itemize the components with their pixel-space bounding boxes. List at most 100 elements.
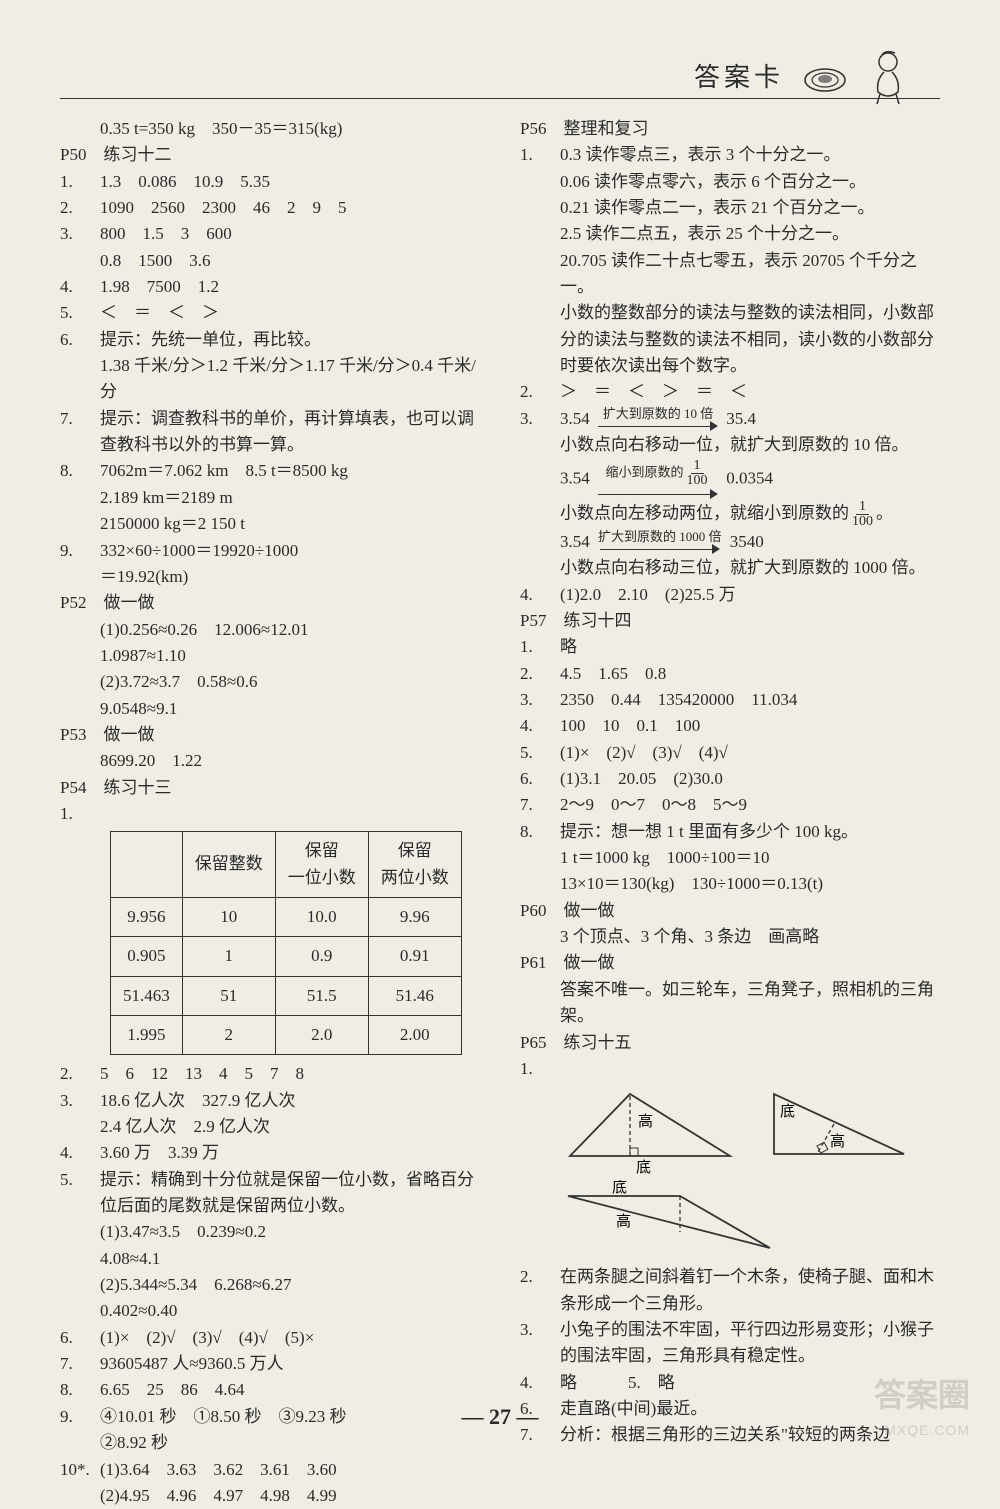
item-number: 3.	[520, 406, 560, 433]
triangle-3-icon: 底 高	[560, 1180, 780, 1260]
item-number: 8.	[60, 458, 100, 484]
answer: 100 10 0.1 100	[560, 713, 700, 739]
table-cell: 2.0	[275, 1016, 368, 1055]
answer: 1.3 0.086 10.9 5.35	[100, 169, 270, 195]
table-row: 9.956 10 10.0 9.96	[111, 897, 462, 936]
table-cell: 0.9	[275, 937, 368, 976]
answer: (2)5.344≈5.34 6.268≈6.27	[60, 1272, 480, 1298]
stamp-icon	[802, 62, 848, 94]
item-number: 4.	[60, 1140, 100, 1166]
right-column: P56 整理和复习 1.0.3 读作零点三，表示 3 个十分之一。 0.06 读…	[520, 116, 940, 1392]
section-heading: P53 做一做	[60, 722, 480, 748]
table-header: 保留一位小数	[275, 832, 368, 898]
rounding-table: 保留整数 保留一位小数 保留两位小数 9.956 10 10.0 9.96 0.…	[110, 831, 462, 1055]
answer: 2.4 亿人次 2.9 亿人次	[60, 1114, 480, 1140]
answer: ＝19.92(km)	[60, 564, 480, 590]
item-number	[60, 1483, 100, 1509]
table-cell: 51.463	[111, 976, 183, 1015]
arrow-expression: 3.54 缩小到原数的1100 0.0354	[520, 459, 940, 500]
answer: 1.0987≈1.10	[60, 643, 480, 669]
item-number: 6.	[60, 327, 100, 353]
answer: 小数点向右移动一位，就扩大到原数的 10 倍。	[520, 432, 940, 458]
section-heading: P57 练习十四	[520, 608, 940, 634]
section-heading: P65 练习十五	[520, 1030, 940, 1056]
triangle-2-icon: 底 高	[764, 1086, 914, 1176]
section-heading: P54 练习十三	[60, 775, 480, 801]
watermark-text: 答案圈	[874, 1371, 970, 1421]
answer: 1 t＝1000 kg 1000÷100＝10	[520, 845, 940, 871]
answer: 0.21 读作零点二一，表示 21 个百分之一。	[520, 195, 940, 221]
page-title: 答案卡	[694, 58, 784, 98]
svg-text:底: 底	[780, 1103, 795, 1120]
svg-text:高: 高	[638, 1113, 653, 1130]
answer: 答案不唯一。如三轮车，三角凳子，照相机的三角架。	[520, 977, 940, 1030]
answer: 20.705 读作二十点七零五，表示 20705 个千分之一。	[520, 248, 940, 301]
item-number: 9.	[60, 538, 100, 564]
item-number: 7.	[520, 792, 560, 818]
arrow-expression: 3.54 扩大到原数的 10 倍 35.4	[560, 406, 756, 433]
header-rule	[60, 98, 940, 99]
answer: 提示：先统一单位，再比较。	[100, 327, 321, 353]
watermark: 答案圈 MXQE.COM	[874, 1371, 970, 1442]
item-number: 8.	[520, 819, 560, 845]
text-line: 0.35 t=350 kg 350－35＝315(kg)	[60, 116, 480, 142]
item-number: 5.	[60, 300, 100, 326]
section-heading: P61 做一做	[520, 950, 940, 976]
item-number: 5.	[520, 740, 560, 766]
item-number: 3.	[60, 1088, 100, 1114]
answer: 0.06 读作零点零六，表示 6 个百分之一。	[520, 169, 940, 195]
answer: (2)3.72≈3.7 0.58≈0.6	[60, 669, 480, 695]
answer: 3 个顶点、3 个角、3 条边 画高略	[520, 924, 940, 950]
item-number: 7.	[60, 1351, 100, 1377]
item-number: 3.	[520, 687, 560, 713]
triangle-diagrams: 底 高	[520, 1180, 940, 1260]
answer: 在两条腿之间斜着钉一个木条，使椅子腿、面和木条形成一个三角形。	[560, 1264, 940, 1317]
answer: ②8.92 秒	[60, 1430, 480, 1456]
item-number: 4.	[520, 582, 560, 608]
item-number: 1.	[60, 169, 100, 195]
answer: 3.60 万 3.39 万	[100, 1140, 219, 1166]
answer: 4.08≈4.1	[60, 1246, 480, 1272]
item-number: 4.	[60, 274, 100, 300]
answer: ＞ ＝ ＜ ＞ ＝ ＜	[560, 379, 747, 405]
answer: 2150000 kg＝2 150 t	[60, 511, 480, 537]
table-cell: 51	[182, 976, 275, 1015]
answer: 提示：调查教科书的单价，再计算填表，也可以调查教科书以外的书算一算。	[100, 406, 480, 459]
section-heading: P56 整理和复习	[520, 116, 940, 142]
answer: 93605487 人≈9360.5 万人	[100, 1351, 284, 1377]
left-column: 0.35 t=350 kg 350－35＝315(kg) P50 练习十二 1.…	[60, 116, 480, 1392]
answer: 0.8 1500 3.6	[60, 248, 480, 274]
answer: (1)3.1 20.05 (2)30.0	[560, 766, 723, 792]
item-number: 2.	[60, 195, 100, 221]
answer: 800 1.5 3 600	[100, 221, 232, 247]
item-number: 3.	[60, 221, 100, 247]
answer: 提示：想一想 1 t 里面有多少个 100 kg。	[560, 819, 858, 845]
answer: 18.6 亿人次 327.9 亿人次	[100, 1088, 296, 1114]
table-row: 1.995 2 2.0 2.00	[111, 1016, 462, 1055]
table-cell: 51.5	[275, 976, 368, 1015]
table-row: 0.905 1 0.9 0.91	[111, 937, 462, 976]
table-cell: 1.995	[111, 1016, 183, 1055]
answer: (1)× (2)√ (3)√ (4)√	[560, 740, 728, 766]
answer: 2.189 km＝2189 m	[60, 485, 480, 511]
answer: 9.0548≈9.1	[60, 696, 480, 722]
svg-text:底: 底	[636, 1159, 651, 1176]
answer: 1.38 千米/分＞1.2 千米/分＞1.17 千米/分＞0.4 千米/分	[60, 353, 480, 406]
triangle-1-icon: 高 底	[560, 1086, 740, 1176]
item-number: 10*.	[60, 1457, 100, 1483]
table-cell: 9.956	[111, 897, 183, 936]
answer: (1)3.47≈3.5 0.239≈0.2	[60, 1219, 480, 1245]
item-number: 4.	[520, 713, 560, 739]
svg-text:高: 高	[616, 1213, 631, 1230]
arrow-expression: 3.54 扩大到原数的 1000 倍 3540	[520, 529, 940, 556]
answer: (1)2.0 2.10 (2)25.5 万	[560, 582, 736, 608]
answer: ＜ ＝ ＜ ＞	[100, 300, 219, 326]
item-number: 4.	[520, 1370, 560, 1396]
mascot-icon	[866, 48, 910, 108]
answer: 2～9 0～7 0～8 5～9	[560, 792, 747, 818]
table-row: 51.463 51 51.5 51.46	[111, 976, 462, 1015]
section-heading: P60 做一做	[520, 898, 940, 924]
item-number: 1.	[60, 801, 100, 827]
answer: 8699.20 1.22	[60, 748, 480, 774]
answer: 0.3 读作零点三，表示 3 个十分之一。	[560, 142, 841, 168]
